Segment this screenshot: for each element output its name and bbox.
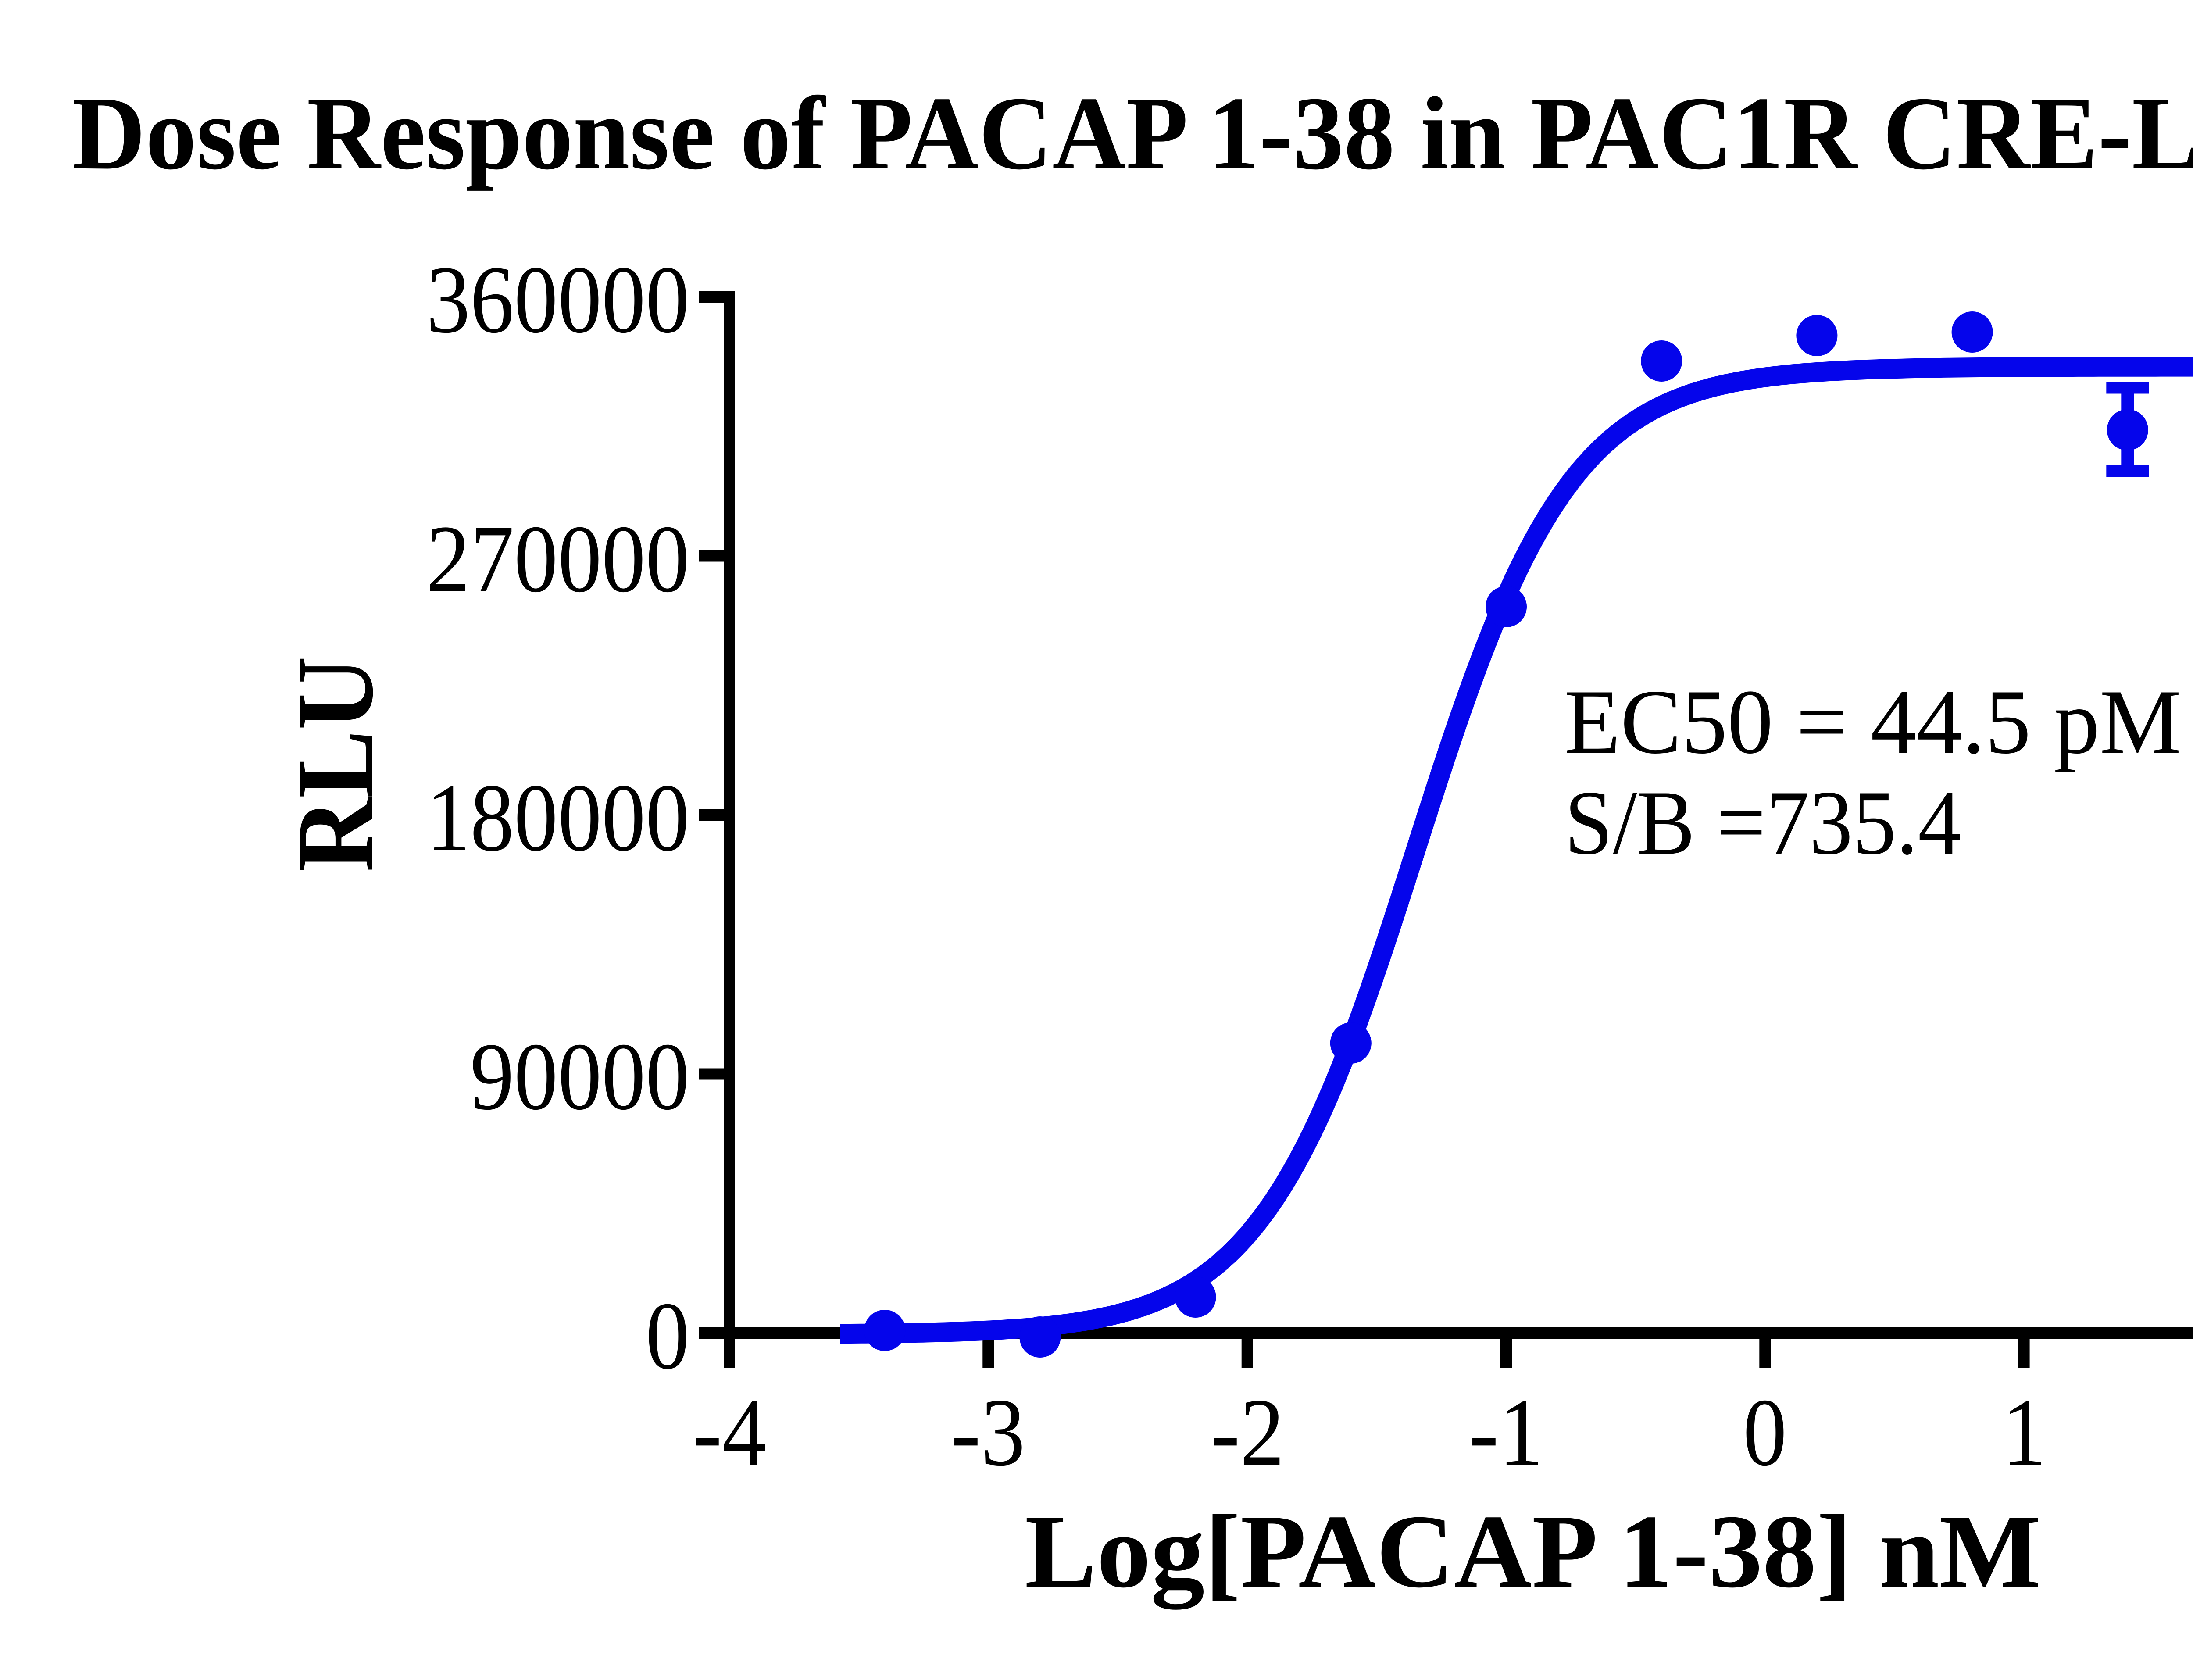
svg-text:-2: -2 [1211,1379,1285,1486]
svg-text:-3: -3 [951,1379,1025,1486]
svg-text:-4: -4 [693,1379,767,1486]
svg-text:1: 1 [2002,1379,2046,1486]
svg-text:270000: 270000 [426,505,689,612]
svg-text:EC50 = 44.5 pM: EC50 = 44.5 pM [1564,671,2181,773]
svg-text:0: 0 [1743,1379,1787,1486]
svg-text:Dose Response of PACAP 1-38 in: Dose Response of PACAP 1-38 in PAC1R CRE… [72,75,2193,191]
svg-text:S/B =735.4: S/B =735.4 [1564,772,1961,874]
svg-text:-1: -1 [1469,1379,1543,1486]
svg-text:RLU: RLU [274,656,396,872]
svg-text:0: 0 [646,1282,689,1389]
svg-text:360000: 360000 [426,246,689,353]
svg-text:180000: 180000 [426,764,689,871]
svg-text:Log[PACAP 1-38] nM: Log[PACAP 1-38] nM [1025,1493,2041,1610]
svg-text:90000: 90000 [470,1023,689,1130]
